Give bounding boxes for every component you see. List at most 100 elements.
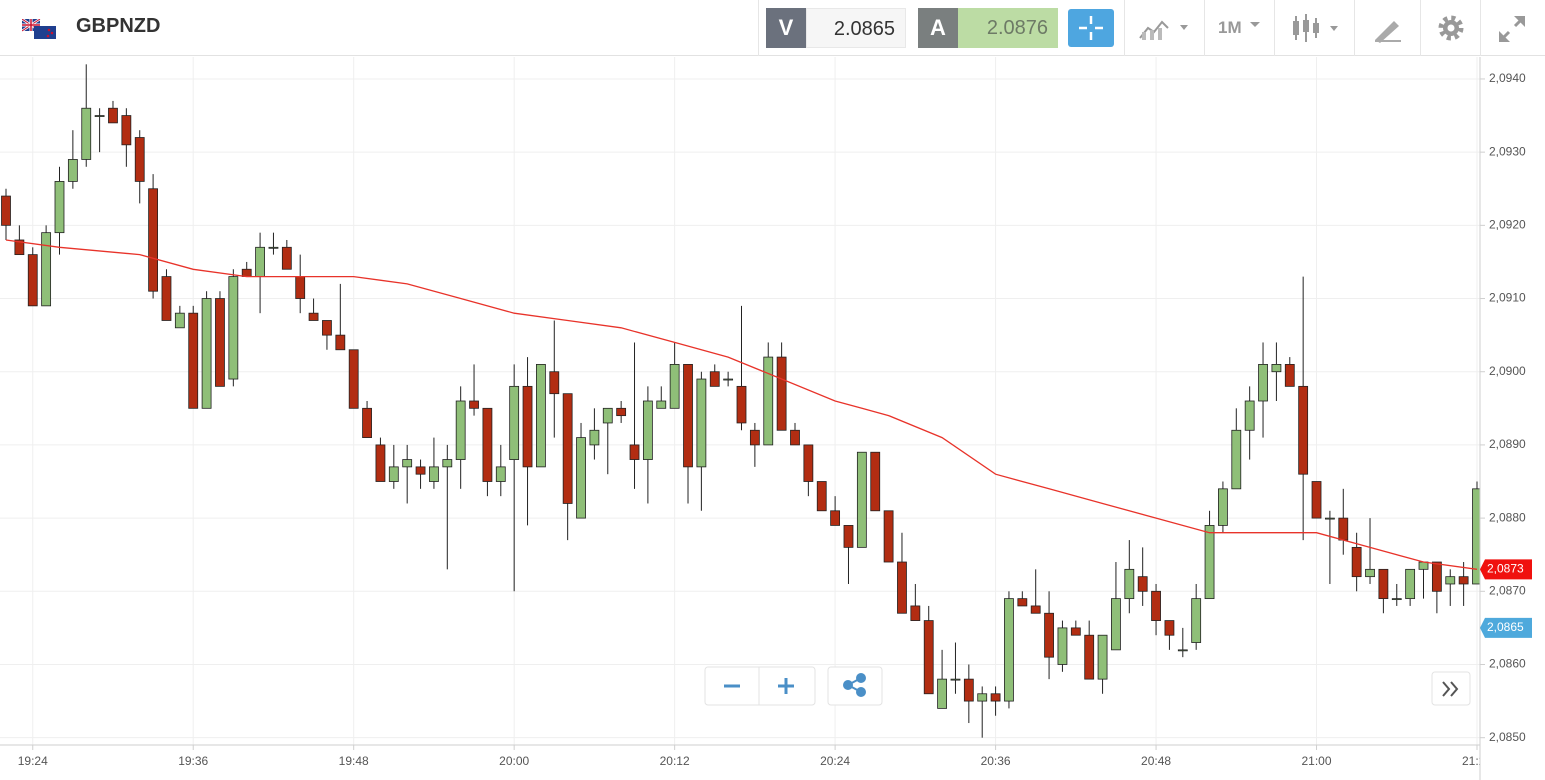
candle-body [549, 371, 560, 395]
candle-body [1418, 561, 1429, 570]
candle-body [683, 364, 693, 468]
candle-body [1204, 525, 1215, 600]
candle-body [923, 620, 934, 695]
x-tick-label: 20:00 [499, 754, 529, 768]
x-tick-label: 20:36 [981, 754, 1011, 768]
scroll-right-button[interactable] [1431, 671, 1471, 706]
ask-price: 2.0876 [958, 8, 1058, 48]
candle-body [1097, 634, 1108, 680]
y-tick-label: 2,0880 [1489, 510, 1526, 524]
zoom-box [704, 666, 816, 706]
candle-body [576, 437, 586, 519]
timeframe-button[interactable]: 1M [1218, 18, 1242, 37]
candle-body [1244, 400, 1255, 431]
candle-body [27, 254, 38, 307]
candle-body [1137, 576, 1148, 592]
candle-body [790, 429, 800, 446]
candle-body [522, 385, 533, 468]
y-tick-label: 2,0910 [1489, 291, 1526, 305]
candle-body [375, 444, 386, 482]
candle-body [990, 693, 1001, 702]
candle-body [723, 378, 734, 381]
candle-body [602, 407, 613, 424]
candle-body [1044, 612, 1054, 658]
candle-body [803, 444, 814, 482]
x-tick-label: 19:48 [339, 754, 369, 768]
candle-body [830, 510, 841, 526]
x-tick-label: 21:00 [1302, 754, 1332, 768]
candle-body [1124, 568, 1135, 600]
fullscreen-button[interactable] [1496, 13, 1528, 45]
candle-body [642, 400, 653, 460]
candle-body [749, 429, 760, 446]
ask-button[interactable]: A [918, 8, 958, 48]
candle-body [188, 312, 199, 409]
moving-average-line [5, 239, 1478, 570]
crosshair-button[interactable] [1068, 9, 1114, 47]
candle-body [856, 451, 867, 548]
candle-body [335, 334, 346, 351]
candle-body [1378, 568, 1389, 600]
candle-body [442, 459, 453, 468]
y-tick-label: 2,0870 [1489, 583, 1526, 597]
price-badge [1480, 559, 1532, 580]
candle-body [1431, 561, 1442, 592]
candle-body [388, 466, 399, 482]
candle-body [1458, 576, 1469, 585]
candle-body [1351, 546, 1362, 578]
candle-body [589, 429, 600, 446]
candle-body [1258, 364, 1268, 402]
candle-body [148, 188, 159, 292]
zoom-in-button[interactable] [778, 678, 794, 694]
candle-body [883, 510, 894, 563]
share-button[interactable] [827, 666, 883, 706]
candle-body [455, 400, 466, 460]
candle-body [348, 349, 359, 409]
candle-body [1030, 605, 1041, 614]
candle-body [1325, 517, 1335, 520]
candle-body [469, 400, 479, 409]
candle-body [81, 107, 92, 160]
candle-body [41, 232, 52, 307]
price-badge-label: 2,0873 [1487, 562, 1524, 576]
candle-body [656, 400, 667, 409]
draw-tool-button[interactable] [1372, 14, 1404, 44]
candle-body [201, 298, 212, 409]
x-tick-label: 19:24 [18, 754, 48, 768]
candle-body [308, 312, 319, 321]
chart-type-button[interactable] [1138, 16, 1194, 42]
candle-body [776, 356, 787, 431]
bid-button[interactable]: V [766, 8, 806, 48]
bid-price: 2.0865 [806, 8, 906, 48]
candle-body [121, 115, 132, 146]
candle-body [1284, 364, 1295, 387]
candle-body [402, 459, 413, 468]
candle-body [94, 115, 105, 117]
candle-body [67, 159, 78, 182]
y-tick-label: 2,0860 [1489, 657, 1526, 671]
candle-body [937, 678, 947, 709]
candle-body [1070, 627, 1081, 636]
y-tick-label: 2,0890 [1489, 437, 1526, 451]
symbol: GBPNZD [76, 15, 161, 37]
candle-body [415, 466, 426, 475]
x-tick-label: 20:12 [660, 754, 690, 768]
settings-button[interactable] [1436, 13, 1466, 43]
price-badge-label: 2,0865 [1487, 620, 1524, 634]
price-badge [1480, 617, 1532, 638]
candle-body [950, 678, 961, 681]
share-icon [843, 673, 866, 697]
candle-body [977, 693, 988, 702]
y-tick-label: 2,0900 [1489, 364, 1526, 378]
candle-body [429, 466, 439, 482]
candle-body [1, 195, 11, 226]
scroll-icon [1442, 681, 1459, 697]
candle-style-button[interactable] [1290, 12, 1346, 44]
candle-body [482, 407, 493, 482]
toolbar: GBPNZD V 2.0865 A 2.0876 1M [0, 0, 1545, 56]
candle-body [295, 276, 306, 299]
candle-body [108, 107, 118, 124]
candle-body [54, 181, 65, 234]
candle-body [1191, 598, 1202, 643]
